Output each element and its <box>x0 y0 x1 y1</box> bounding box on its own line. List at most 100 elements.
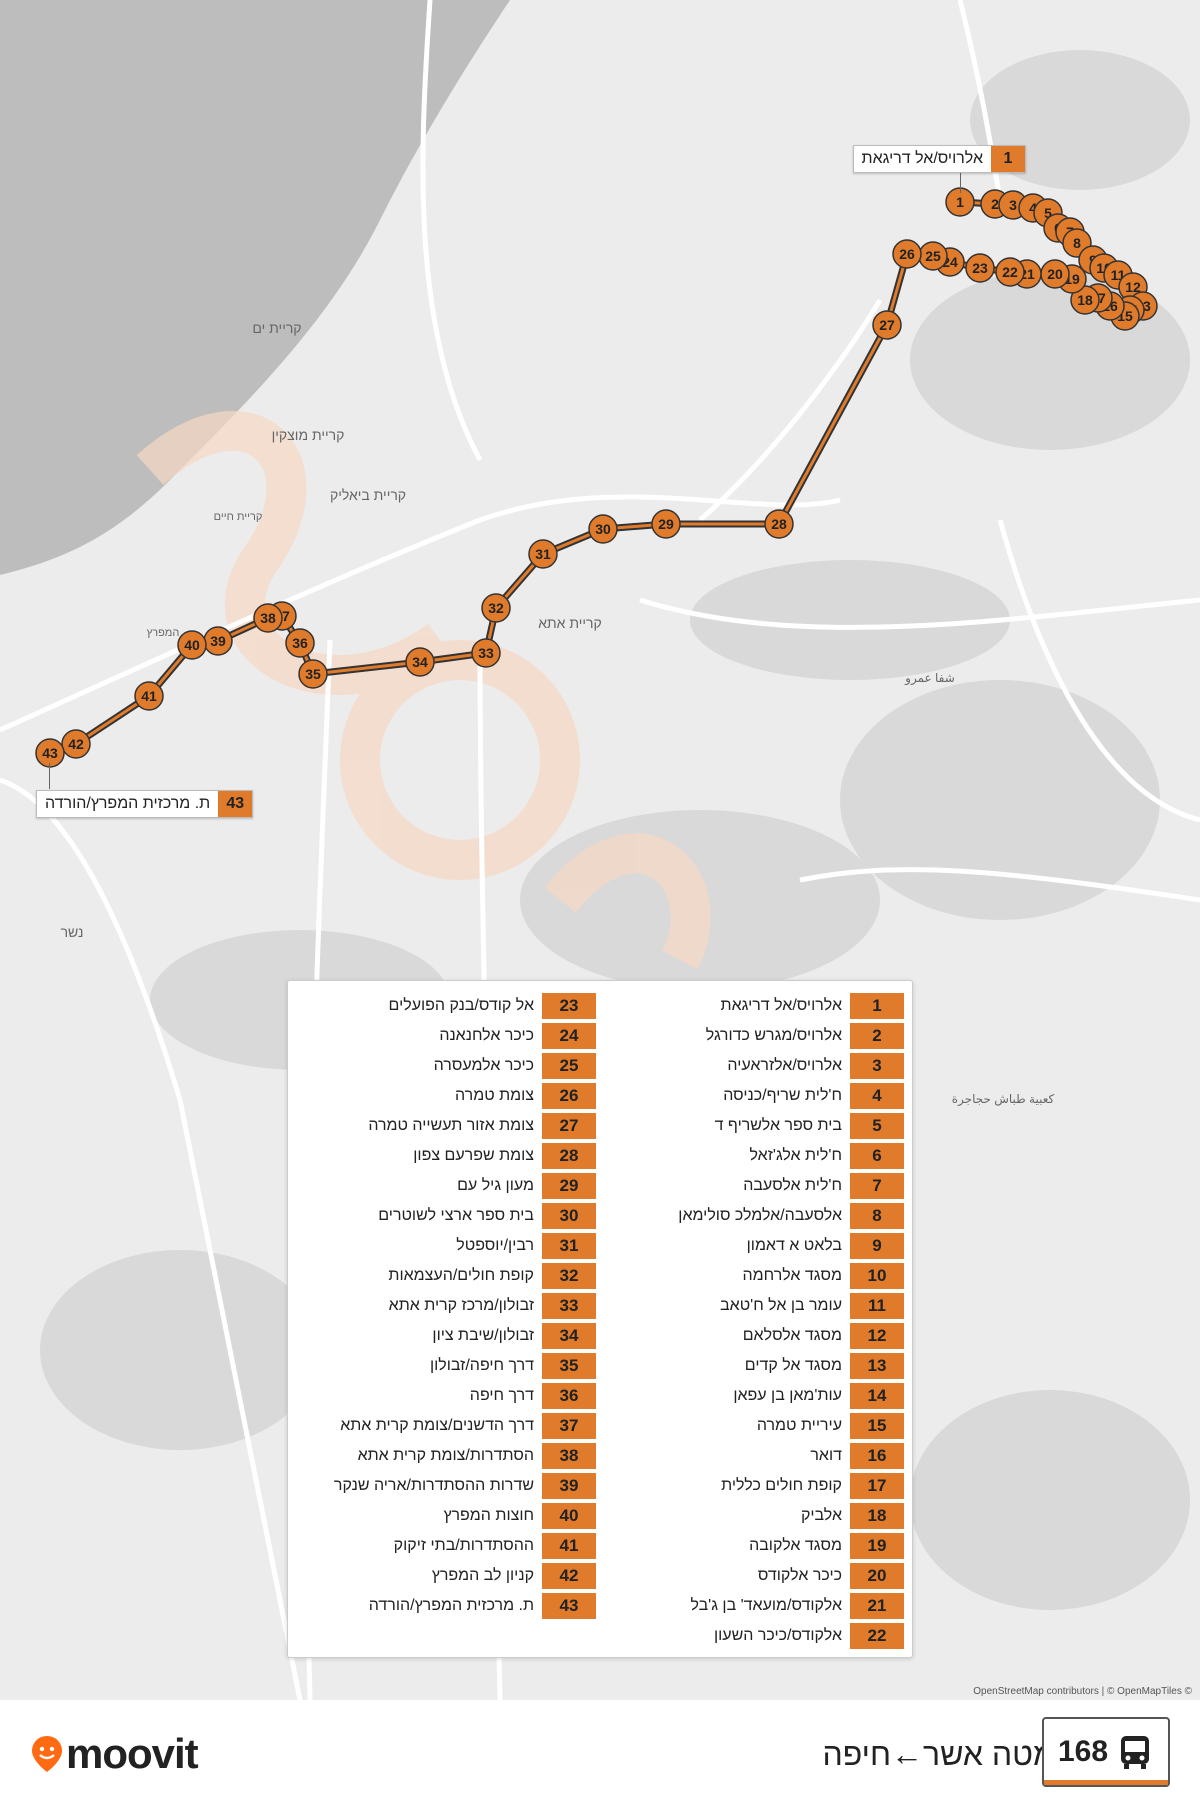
stop-row[interactable]: 6 ח'לית אלג'זאל <box>614 1141 904 1171</box>
stop-row[interactable]: 41 ההסתדרות/בתי זיקוק <box>306 1531 596 1561</box>
stop-marker[interactable]: 38 <box>253 603 283 633</box>
stop-row[interactable]: 4 ח'לית שריף/כניסה <box>614 1081 904 1111</box>
stop-row[interactable]: 28 צומת שפרעם צפון <box>306 1141 596 1171</box>
stop-marker[interactable]: 26 <box>892 239 922 269</box>
stop-name: עיריית טמרה <box>756 1417 842 1434</box>
stop-row[interactable]: 13 מסגד אל קדים <box>614 1351 904 1381</box>
place-label-shefa-amr: شفا عمرو <box>904 671 955 686</box>
stop-marker[interactable]: 39 <box>203 626 233 656</box>
stop-row[interactable]: 36 דרך חיפה <box>306 1381 596 1411</box>
stop-row[interactable]: 10 מסגד אלרחמה <box>614 1261 904 1291</box>
stop-marker[interactable]: 43 <box>35 738 65 768</box>
stop-marker-circle[interactable] <box>588 514 618 544</box>
stop-marker[interactable]: 31 <box>528 539 558 569</box>
stop-marker[interactable]: 36 <box>285 628 315 658</box>
stop-marker-circle[interactable] <box>965 253 995 283</box>
stop-marker-circle[interactable] <box>764 509 794 539</box>
stop-marker[interactable]: 25 <box>918 241 948 271</box>
stop-marker[interactable]: 30 <box>588 514 618 544</box>
stop-name: ח'לית אלסעבה <box>743 1177 842 1194</box>
stop-marker[interactable]: 40 <box>177 630 207 660</box>
stop-row[interactable]: 11 עומר בן אל ח'טאב <box>614 1291 904 1321</box>
stop-row[interactable]: 19 מסגד אלקובה <box>614 1531 904 1561</box>
stop-number: 2 <box>850 1023 904 1049</box>
stop-marker[interactable]: 34 <box>405 647 435 677</box>
stop-row[interactable]: 9 בלאט א דאמון <box>614 1231 904 1261</box>
stop-row[interactable]: 16 דואר <box>614 1441 904 1471</box>
stop-marker-circle[interactable] <box>651 509 681 539</box>
stop-marker[interactable]: 20 <box>1040 259 1070 289</box>
stop-marker[interactable]: 32 <box>481 593 511 623</box>
stop-row[interactable]: 20 כיכר אלקודס <box>614 1561 904 1591</box>
stop-row[interactable]: 32 קופת חולים/העצמאות <box>306 1261 596 1291</box>
stop-marker-circle[interactable] <box>285 628 315 658</box>
stop-row[interactable]: 7 ח'לית אלסעבה <box>614 1171 904 1201</box>
stop-row[interactable]: 34 זבולון/שיבת ציון <box>306 1321 596 1351</box>
stop-marker-circle[interactable] <box>872 310 902 340</box>
stop-number: 11 <box>850 1293 904 1319</box>
stop-marker-number: 28 <box>771 516 787 532</box>
stop-row[interactable]: 5 בית ספר אלשריף ד <box>614 1111 904 1141</box>
stop-marker-circle[interactable] <box>471 638 501 668</box>
stop-row[interactable]: 39 שדרות ההסתדרות/אריה שנקר <box>306 1471 596 1501</box>
stop-name: הסתדרות/צומת קרית אתא <box>357 1447 534 1464</box>
stop-row[interactable]: 1 אלרויס/אל דריגאת <box>614 991 904 1021</box>
stop-row[interactable]: 30 בית ספר ארצי לשוטרים <box>306 1201 596 1231</box>
stop-marker[interactable]: 29 <box>651 509 681 539</box>
stop-marker-circle[interactable] <box>481 593 511 623</box>
stop-marker[interactable]: 35 <box>298 659 328 689</box>
stop-marker-circle[interactable] <box>1070 285 1100 315</box>
stop-row[interactable]: 2 אלרויס/מגרש כדורגל <box>614 1021 904 1051</box>
stop-marker[interactable]: 18 <box>1070 285 1100 315</box>
stop-name: אלקודס/מועאד' בן ג'בל <box>690 1597 842 1614</box>
stop-row[interactable]: 40 חוצות המפרץ <box>306 1501 596 1531</box>
stop-row[interactable]: 33 זבולון/מרכז קרית אתא <box>306 1291 596 1321</box>
stop-marker-number: 22 <box>1002 264 1018 280</box>
stop-marker[interactable]: 41 <box>134 681 164 711</box>
stop-marker-circle[interactable] <box>253 603 283 633</box>
place-label-hamifratz: המפרץ <box>147 627 180 639</box>
stop-row[interactable]: 43 ת. מרכזית המפרץ/הורדה <box>306 1591 596 1621</box>
stop-marker[interactable]: 28 <box>764 509 794 539</box>
stop-marker-circle[interactable] <box>892 239 922 269</box>
stop-marker[interactable]: 42 <box>61 729 91 759</box>
stop-row[interactable]: 14 עות'מאן בן עפאן <box>614 1381 904 1411</box>
stop-marker[interactable]: 22 <box>995 257 1025 287</box>
stop-marker-circle[interactable] <box>134 681 164 711</box>
stop-marker-circle[interactable] <box>61 729 91 759</box>
stop-row[interactable]: 21 אלקודס/מועאד' בן ג'בל <box>614 1591 904 1621</box>
stop-name: ההסתדרות/בתי זיקוק <box>393 1537 534 1554</box>
stop-row[interactable]: 31 רבין/יוספטל <box>306 1231 596 1261</box>
stop-row[interactable]: 8 אלסעבה/אלמלכ סולימאן <box>614 1201 904 1231</box>
stop-row[interactable]: 26 צומת טמרה <box>306 1081 596 1111</box>
stop-name: צומת שפרעם צפון <box>413 1147 534 1164</box>
stop-name: צומת אזור תעשייה טמרה <box>368 1117 534 1134</box>
stop-row[interactable]: 42 קניון לב המפרץ <box>306 1561 596 1591</box>
stop-marker-circle[interactable] <box>995 257 1025 287</box>
stop-marker-circle[interactable] <box>405 647 435 677</box>
stop-row[interactable]: 15 עיריית טמרה <box>614 1411 904 1441</box>
stop-row[interactable]: 25 כיכר אלמעסרה <box>306 1051 596 1081</box>
stop-row[interactable]: 17 קופת חולים כללית <box>614 1471 904 1501</box>
stop-row[interactable]: 27 צומת אזור תעשייה טמרה <box>306 1111 596 1141</box>
stop-marker-circle[interactable] <box>528 539 558 569</box>
stop-marker[interactable]: 33 <box>471 638 501 668</box>
stop-row[interactable]: 3 אלרויס/אלזראעיה <box>614 1051 904 1081</box>
stop-marker-circle[interactable] <box>35 738 65 768</box>
stop-marker-circle[interactable] <box>177 630 207 660</box>
stop-row[interactable]: 23 אל קודס/בנק הפועלים <box>306 991 596 1021</box>
stop-row[interactable]: 29 מעון גיל עם <box>306 1171 596 1201</box>
stop-marker-number: 39 <box>210 633 226 649</box>
stop-row[interactable]: 24 כיכר אלחנאנה <box>306 1021 596 1051</box>
moovit-logo[interactable]: moovit <box>30 1730 199 1778</box>
stop-marker-circle[interactable] <box>298 659 328 689</box>
stop-row[interactable]: 38 הסתדרות/צומת קרית אתא <box>306 1441 596 1471</box>
stop-row[interactable]: 37 דרך הדשנים/צומת קרית אתא <box>306 1411 596 1441</box>
stop-row[interactable]: 22 אלקודס/כיכר השעון <box>614 1621 904 1651</box>
stop-row[interactable]: 12 מסגד אלסלאם <box>614 1321 904 1351</box>
stop-marker[interactable]: 23 <box>965 253 995 283</box>
stop-row[interactable]: 18 אלביק <box>614 1501 904 1531</box>
stop-marker[interactable]: 27 <box>872 310 902 340</box>
stop-row[interactable]: 35 דרך חיפה/זבולון <box>306 1351 596 1381</box>
stop-marker[interactable]: 1 <box>945 187 975 217</box>
